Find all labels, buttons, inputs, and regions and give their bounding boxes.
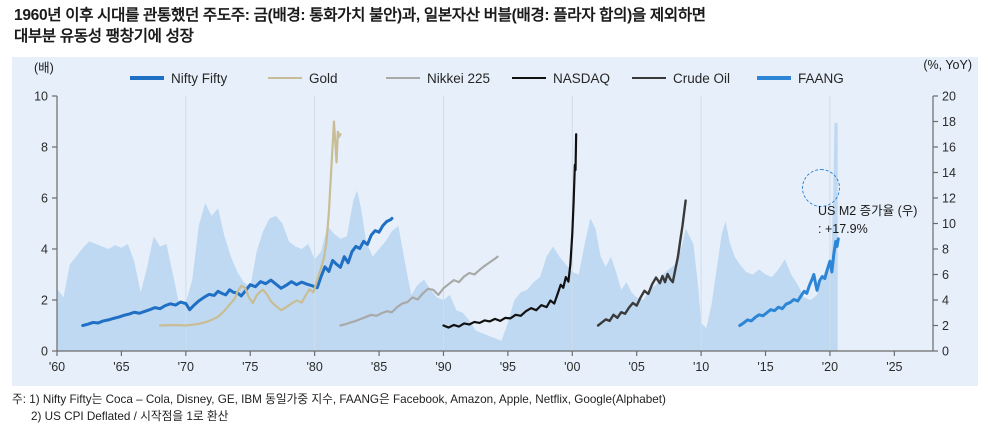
- legend-item-faang[interactable]: FAANG: [757, 68, 844, 88]
- m2-annotation: US M2 증가율 (우) : +17.9%: [818, 202, 917, 238]
- legend-label: Crude Oil: [673, 70, 731, 86]
- x-axis-tick-label: '70: [178, 360, 194, 374]
- m2-highlight-circle-icon: [802, 169, 840, 207]
- legend-label: Nifty Fifty: [171, 70, 228, 86]
- left-axis-unit: (배): [34, 61, 54, 75]
- legend-label: NASDAQ: [553, 70, 611, 86]
- x-axis-tick-label: '90: [435, 360, 451, 374]
- right-axis-tick-label: 14: [942, 166, 956, 180]
- legend-swatch-icon: [386, 77, 420, 79]
- left-axis-tick-label: 0: [41, 345, 48, 359]
- right-axis-tick-label: 16: [942, 141, 956, 155]
- legend-swatch-icon: [268, 77, 302, 79]
- series-line-nikkei-225: [339, 255, 499, 327]
- area-us-m2-growth: [57, 122, 838, 351]
- right-axis-tick-label: 4: [942, 294, 949, 308]
- right-axis-tick-label: 12: [942, 192, 956, 206]
- x-axis-tick-label: '20: [822, 360, 838, 374]
- footnote-line-2: 2) US CPI Deflated / 시작점을 1로 환산: [31, 409, 229, 423]
- left-axis-tick-label: 8: [41, 141, 48, 155]
- x-axis-tick-label: '60: [49, 360, 65, 374]
- x-axis-tick-label: '15: [757, 360, 773, 374]
- legend-swatch-icon: [512, 77, 546, 79]
- title-line-1: 1960년 이후 시대를 관통했던 주도주: 금(배경: 통화가치 불안)과, …: [14, 7, 706, 24]
- left-axis-tick-label: 2: [41, 294, 48, 308]
- m2-annotation-line-1: US M2 증가율 (우): [818, 204, 918, 218]
- plot-area: 0 2 4 6 8 10 0 2 4 6 8 10 12 14 16 18 20 '60 '65 '70 '75 '80 '…: [12, 90, 978, 386]
- title-line-2: 대부분 유동성 팽창기에 성장: [14, 27, 194, 45]
- series-line-gold: [158, 120, 342, 327]
- legend-item-nikkei-225[interactable]: Nikkei 225: [386, 68, 490, 88]
- m2-annotation-line-2: : +17.9%: [818, 222, 868, 237]
- right-axis-tick-label: 8: [942, 243, 949, 257]
- right-axis-tick-label: 0: [942, 345, 949, 359]
- right-axis-tick-label: 2: [942, 319, 949, 333]
- footnote-line-1: 주: 1) Nifty Fifty는 Coca – Cola, Disney, …: [12, 393, 666, 406]
- left-axis-tick-label: 10: [34, 90, 48, 104]
- legend-swatch-icon: [632, 77, 666, 79]
- x-axis-tick-label: '80: [306, 360, 322, 374]
- right-axis-tick-label: 10: [942, 217, 956, 231]
- right-axis-tick-label: 20: [942, 90, 956, 104]
- x-axis-tick-label: '10: [693, 360, 709, 374]
- series-line-faang: [738, 237, 840, 327]
- page-title: 1960년 이후 시대를 관통했던 주도주: 금(배경: 통화가치 불안)과, …: [14, 6, 980, 47]
- right-axis-unit: (%, YoY): [923, 58, 972, 72]
- legend-label: Nikkei 225: [427, 70, 491, 86]
- left-axis-tick-label: 4: [41, 243, 48, 257]
- footnote: 주: 1) Nifty Fifty는 Coca – Cola, Disney, …: [12, 392, 980, 425]
- legend-item-crude-oil[interactable]: Crude Oil: [632, 68, 730, 88]
- right-axis-tick-label: 18: [942, 115, 956, 129]
- x-axis-tick-label: '05: [629, 360, 645, 374]
- legend-item-nifty-fifty[interactable]: Nifty Fifty: [130, 68, 227, 88]
- x-axis-tick-label: '25: [886, 360, 902, 374]
- legend-label: FAANG: [798, 70, 844, 86]
- legend-swatch-icon: [757, 76, 791, 80]
- right-axis-tick-label: 6: [942, 268, 949, 282]
- x-axis-tick-label: '00: [564, 360, 580, 374]
- legend-swatch-icon: [130, 76, 164, 80]
- x-axis-tick-label: '95: [500, 360, 516, 374]
- series-line-crude-oil: [596, 199, 687, 327]
- legend-item-nasdaq[interactable]: NASDAQ: [512, 68, 610, 88]
- x-axis-tick-label: '85: [371, 360, 387, 374]
- plot-svg: 0 2 4 6 8 10 0 2 4 6 8 10 12 14 16 18 20 '60 '65 '70 '75 '80 '…: [34, 90, 956, 374]
- x-axis-tick-label: '75: [242, 360, 258, 374]
- chart-legend: Nifty Fifty Gold Nikkei 225 NASDAQ Crude Oil…: [12, 68, 978, 90]
- legend-label: Gold: [309, 70, 338, 86]
- x-axis-tick-label: '65: [113, 360, 129, 374]
- left-axis-tick-label: 6: [41, 192, 48, 206]
- series-line-nasdaq: [442, 133, 578, 329]
- legend-item-gold[interactable]: Gold: [268, 68, 338, 88]
- series-line-nifty-fifty: [81, 216, 394, 327]
- chart-panel: (배) (%, YoY) Nifty Fifty Gold Nikkei 225 NA…: [12, 57, 978, 386]
